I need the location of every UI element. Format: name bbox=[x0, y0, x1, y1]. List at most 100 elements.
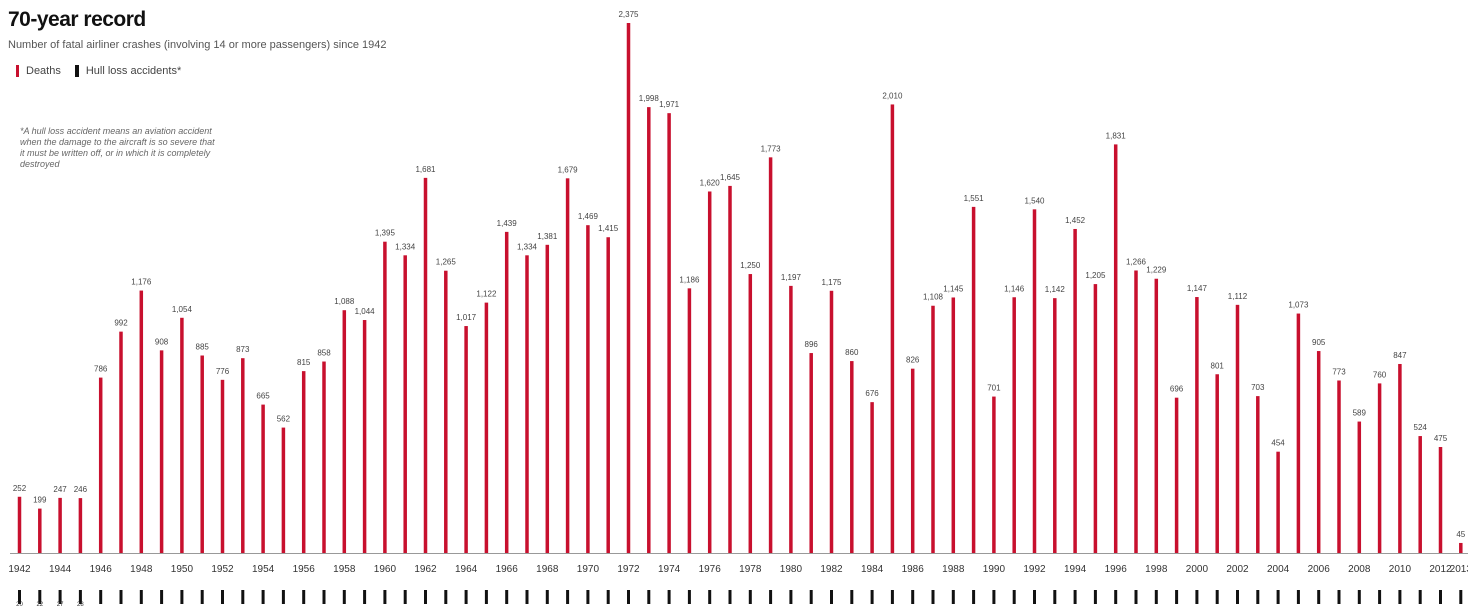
deaths-bar-2004 bbox=[1276, 451, 1280, 553]
deaths-value-label-1946: 786 bbox=[94, 365, 108, 374]
hull-bar-1972 bbox=[627, 590, 630, 604]
deaths-value-label-1944: 247 bbox=[53, 485, 67, 494]
deaths-bar-1968 bbox=[545, 244, 550, 553]
hull-bar-1989 bbox=[972, 590, 976, 604]
hull-bar-1997 bbox=[1134, 590, 1138, 604]
deaths-bar-1979 bbox=[768, 157, 773, 553]
deaths-value-label-1989: 1,551 bbox=[964, 194, 985, 203]
deaths-value-label-1942: 252 bbox=[13, 484, 27, 493]
x-tick-label-2002: 2002 bbox=[1226, 564, 1249, 575]
hull-bar-1995 bbox=[1093, 590, 1097, 604]
x-tick-label-1978: 1978 bbox=[739, 564, 762, 575]
hull-bar-1996 bbox=[1114, 590, 1118, 604]
hull-bar-1949 bbox=[160, 590, 164, 604]
legend-item-hull: Hull loss accidents* bbox=[74, 65, 181, 77]
deaths-value-label-1998: 1,229 bbox=[1146, 266, 1167, 275]
x-tick-label-1970: 1970 bbox=[577, 564, 600, 575]
legend-label-deaths: Deaths bbox=[26, 65, 61, 77]
deaths-bar-1949 bbox=[159, 350, 164, 553]
hull-bar-1944 bbox=[58, 590, 62, 604]
deaths-bar-2002 bbox=[1235, 304, 1240, 553]
deaths-swatch bbox=[16, 65, 19, 77]
legend: Deaths Hull loss accidents* bbox=[16, 65, 195, 77]
hull-bar-2006 bbox=[1317, 590, 1321, 604]
x-tick-label-1944: 1944 bbox=[49, 564, 72, 575]
hull-value-label-1942: 20 bbox=[16, 602, 23, 607]
hull-bar-1983 bbox=[850, 590, 854, 604]
deaths-bar-1990 bbox=[992, 396, 996, 553]
deaths-bar-1995 bbox=[1093, 284, 1098, 553]
deaths-value-label-1963: 1,265 bbox=[436, 258, 457, 267]
hull-bar-2013 bbox=[1459, 590, 1463, 604]
deaths-bar-1981 bbox=[809, 353, 813, 553]
x-tick-label-1972: 1972 bbox=[617, 564, 640, 575]
deaths-value-label-1984: 676 bbox=[865, 389, 879, 398]
deaths-bar-1970 bbox=[586, 225, 590, 554]
deaths-value-label-1959: 1,044 bbox=[355, 307, 376, 316]
x-tick-label-1984: 1984 bbox=[861, 564, 884, 575]
x-tick-label-2000: 2000 bbox=[1186, 564, 1209, 575]
hull-bar-1960 bbox=[383, 590, 387, 604]
x-tick-label-1946: 1946 bbox=[90, 564, 113, 575]
deaths-bar-1946 bbox=[98, 377, 103, 553]
deaths-value-label-1981: 896 bbox=[805, 340, 819, 349]
deaths-value-label-1947: 992 bbox=[114, 319, 128, 328]
hull-bar-1955 bbox=[281, 590, 285, 604]
deaths-value-label-1949: 908 bbox=[155, 337, 169, 346]
deaths-value-label-2003: 703 bbox=[1251, 383, 1265, 392]
deaths-bar-1982 bbox=[829, 290, 834, 553]
hull-bar-2010 bbox=[1398, 590, 1402, 604]
deaths-value-label-2007: 773 bbox=[1332, 367, 1346, 376]
hull-bar-1962 bbox=[424, 590, 427, 604]
x-tick-label-1954: 1954 bbox=[252, 564, 275, 575]
hull-bar-1982 bbox=[830, 590, 833, 604]
hull-bar-1943 bbox=[38, 590, 42, 604]
deaths-bar-1969 bbox=[565, 178, 570, 553]
x-tick-label-1966: 1966 bbox=[496, 564, 519, 575]
deaths-value-label-2004: 454 bbox=[1271, 439, 1285, 448]
hull-bar-2012 bbox=[1439, 590, 1442, 604]
x-tick-label-1974: 1974 bbox=[658, 564, 681, 575]
x-tick-label-1986: 1986 bbox=[902, 564, 925, 575]
hull-bar-1984 bbox=[870, 590, 874, 604]
deaths-bar-2008 bbox=[1357, 421, 1362, 553]
hull-bar-1975 bbox=[687, 590, 691, 604]
deaths-value-label-2005: 1,073 bbox=[1288, 301, 1309, 310]
x-tick-label-1942: 1942 bbox=[8, 564, 31, 575]
hull-bar-1945 bbox=[78, 590, 82, 604]
deaths-bar-2003 bbox=[1256, 396, 1260, 553]
x-tick-label-1998: 1998 bbox=[1145, 564, 1168, 575]
deaths-bar-2001 bbox=[1215, 374, 1219, 553]
hull-bar-1967 bbox=[525, 590, 529, 604]
hull-bar-1976 bbox=[708, 590, 712, 604]
deaths-value-label-1956: 815 bbox=[297, 358, 311, 367]
deaths-bar-1950 bbox=[180, 317, 184, 553]
deaths-value-label-2008: 589 bbox=[1353, 409, 1367, 418]
x-tick-label-1994: 1994 bbox=[1064, 564, 1087, 575]
x-tick-label-1988: 1988 bbox=[942, 564, 965, 575]
x-tick-label-1980: 1980 bbox=[780, 564, 803, 575]
deaths-value-label-1943: 199 bbox=[33, 496, 47, 505]
deaths-bar-2007 bbox=[1337, 380, 1341, 553]
hull-bar-1958 bbox=[342, 590, 346, 604]
deaths-value-label-1999: 696 bbox=[1170, 385, 1184, 394]
x-tick-label-1996: 1996 bbox=[1105, 564, 1128, 575]
x-tick-label-2010: 2010 bbox=[1389, 564, 1412, 575]
deaths-value-label-1994: 1,452 bbox=[1065, 216, 1086, 225]
deaths-bar-1958 bbox=[342, 310, 347, 553]
chart-subtitle: Number of fatal airliner crashes (involv… bbox=[8, 39, 387, 51]
deaths-bar-1977 bbox=[728, 185, 732, 553]
hull-bar-1999 bbox=[1175, 590, 1179, 604]
deaths-bar-1951 bbox=[200, 355, 204, 553]
deaths-bar-1988 bbox=[951, 297, 956, 553]
footnote: *A hull loss accident means an aviation … bbox=[20, 126, 215, 169]
hull-bar-1987 bbox=[931, 590, 935, 604]
deaths-value-label-1952: 776 bbox=[216, 367, 230, 376]
hull-value-label-1945: 28 bbox=[77, 602, 84, 607]
deaths-value-label-1957: 858 bbox=[317, 349, 331, 358]
deaths-value-label-2009: 760 bbox=[1373, 370, 1387, 379]
deaths-value-label-1951: 885 bbox=[196, 343, 210, 352]
deaths-value-label-1988: 1,145 bbox=[943, 284, 964, 293]
deaths-bar-1991 bbox=[1012, 297, 1016, 553]
deaths-value-label-1990: 701 bbox=[987, 384, 1001, 393]
